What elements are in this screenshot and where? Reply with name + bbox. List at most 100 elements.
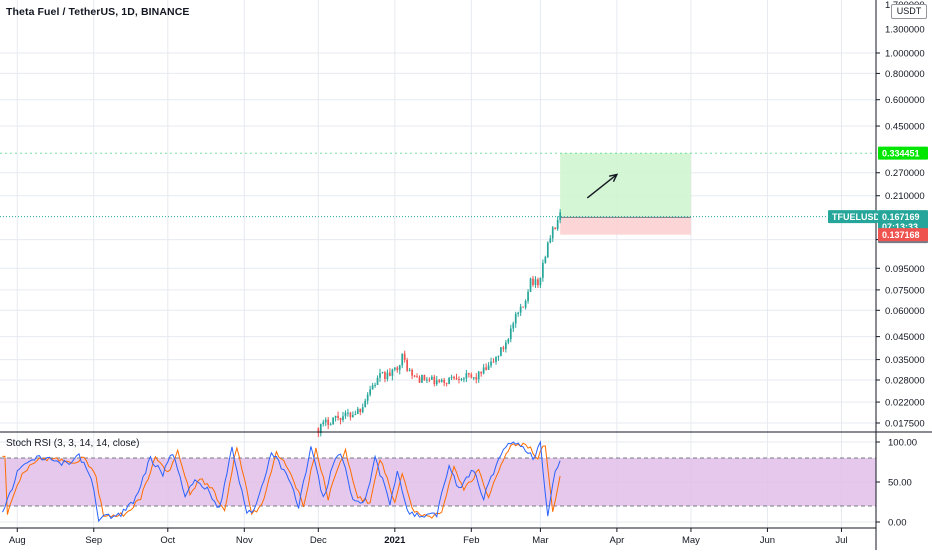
time-tick-label: Dec [310, 535, 327, 546]
price-tags-layer: TFUELUSDT0.16716907:13:330.1656830.13716… [828, 146, 928, 244]
candle-body [529, 278, 532, 292]
candle-body [519, 306, 522, 313]
trend-arrow [586, 173, 618, 199]
candle-body [495, 356, 497, 362]
candle-body [342, 416, 344, 421]
candle-body [361, 407, 364, 413]
candle-body [421, 374, 423, 383]
last-price-tag: 0.167169 [882, 212, 920, 222]
candle-body [322, 422, 325, 424]
candle-body [369, 389, 372, 395]
candle-body [458, 378, 460, 380]
price-tick-label: 0.035000 [885, 355, 925, 366]
candle-body [546, 242, 549, 258]
candle-body [381, 372, 384, 374]
candle-body [475, 377, 478, 380]
candle-body [359, 408, 362, 413]
candles-layer [317, 209, 562, 438]
candle-body [408, 369, 411, 371]
candle-body [371, 385, 374, 390]
rsi-d-line [2, 442, 561, 519]
candle-body [490, 361, 492, 366]
candle-body [438, 380, 441, 382]
candle-body [413, 375, 416, 377]
candle-body [455, 378, 458, 380]
time-tick-label: Jun [760, 535, 775, 546]
candle-body [522, 306, 524, 308]
candle-body [379, 373, 381, 378]
candle-body [440, 379, 443, 382]
trend-arrow-head [608, 173, 619, 182]
candle-body [324, 419, 327, 423]
time-tick-label: 2021 [384, 535, 406, 546]
price-tick-label: 1.000000 [885, 49, 925, 60]
time-tick-label: Aug [9, 535, 26, 546]
price-tick-label: 0.028000 [885, 376, 925, 387]
candle-body [482, 367, 485, 374]
candle-body [332, 417, 334, 425]
candle-body [356, 408, 359, 414]
target-zone [560, 153, 691, 218]
candle-body [509, 328, 512, 340]
candle-body [527, 291, 529, 301]
candle-body [554, 227, 557, 230]
candle-body [465, 373, 468, 379]
candle-body [500, 347, 502, 356]
candle-body [411, 369, 413, 376]
price-tick-label: 0.075000 [885, 285, 925, 296]
price-tick-label: 1.300000 [885, 25, 925, 36]
candle-body [329, 424, 332, 426]
candle-body [435, 380, 438, 385]
candle-body [492, 361, 495, 363]
candle-body [539, 277, 542, 286]
candle-body [551, 227, 554, 239]
stop-zone [560, 217, 691, 235]
last-price-tag-bg [878, 210, 928, 224]
candle-body [374, 384, 376, 386]
candle-body [556, 219, 559, 230]
candle-body [344, 412, 347, 417]
price-tick-label: 0.095000 [885, 264, 925, 275]
time-tick-label: Oct [160, 535, 175, 546]
candle-body [537, 279, 539, 286]
candle-body [507, 339, 510, 343]
candle-body [504, 342, 507, 350]
time-tick-label: Mar [532, 535, 548, 546]
candle-body [532, 278, 534, 285]
price-tick-label: 0.800000 [885, 69, 925, 80]
target-price-tag-bg [878, 146, 928, 160]
price-tick-label: 0.210000 [885, 191, 925, 202]
candle-body [401, 353, 404, 366]
candle-body [448, 377, 450, 384]
candle-body [549, 238, 552, 243]
symbol-tag: TFUELUSDT [832, 212, 886, 222]
price-tick-label: 0.045000 [885, 332, 925, 343]
candle-body [512, 323, 515, 329]
candle-body [366, 394, 369, 401]
candle-body [559, 212, 562, 220]
candle-body [502, 347, 505, 350]
candle-body [487, 365, 490, 370]
candle-body [376, 377, 379, 385]
candle-body [337, 415, 339, 419]
chart-title: Theta Fuel / TetherUS, 1D, BINANCE [6, 6, 190, 18]
rsi-k-line [2, 440, 561, 523]
price-tick-label: 0.060000 [885, 306, 925, 317]
candle-body [524, 300, 527, 308]
candle-body [514, 313, 517, 324]
candle-body [396, 367, 399, 371]
candle-body [327, 419, 330, 425]
time-tick-label: Apr [610, 535, 625, 546]
time-tick-label: Jul [835, 535, 847, 546]
candle-body [334, 415, 337, 418]
candle-body [347, 412, 349, 414]
candle-body [485, 367, 487, 370]
price-tick-label: 0.600000 [885, 95, 925, 106]
rsi-tick-label: 50.00 [888, 478, 912, 489]
candle-body [364, 400, 367, 408]
currency-button[interactable]: USDT [891, 4, 927, 19]
candle-body [430, 376, 433, 380]
rsi-band-layer [0, 457, 876, 507]
